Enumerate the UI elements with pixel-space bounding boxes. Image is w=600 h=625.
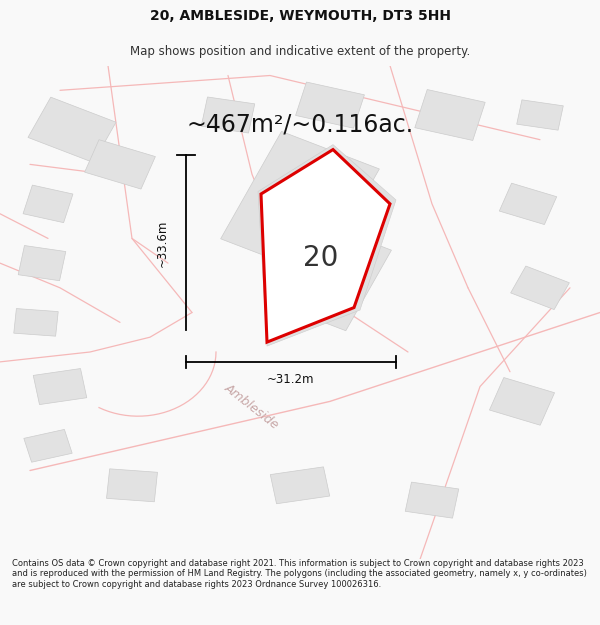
Polygon shape [201,97,255,133]
Polygon shape [499,183,557,224]
Polygon shape [405,482,459,518]
Polygon shape [85,140,155,189]
Polygon shape [14,309,58,336]
Polygon shape [296,82,364,128]
Polygon shape [490,378,554,425]
Text: Map shows position and indicative extent of the property.: Map shows position and indicative extent… [130,45,470,58]
Polygon shape [415,89,485,141]
Text: ~33.6m: ~33.6m [155,219,169,267]
Polygon shape [511,266,569,309]
Polygon shape [28,97,116,162]
Text: Ambleside: Ambleside [222,381,282,431]
Text: ~467m²/~0.116ac.: ~467m²/~0.116ac. [187,113,413,137]
Polygon shape [258,144,396,346]
Polygon shape [24,429,72,462]
Polygon shape [33,369,87,404]
Polygon shape [221,131,379,276]
Polygon shape [107,469,157,502]
Polygon shape [18,246,66,281]
Polygon shape [281,225,391,331]
Polygon shape [270,467,330,504]
Polygon shape [517,100,563,130]
Text: 20: 20 [304,244,338,272]
Polygon shape [23,185,73,222]
Text: Contains OS data © Crown copyright and database right 2021. This information is : Contains OS data © Crown copyright and d… [12,559,587,589]
Text: ~31.2m: ~31.2m [267,372,315,386]
Text: 20, AMBLESIDE, WEYMOUTH, DT3 5HH: 20, AMBLESIDE, WEYMOUTH, DT3 5HH [149,9,451,23]
Polygon shape [261,149,390,342]
